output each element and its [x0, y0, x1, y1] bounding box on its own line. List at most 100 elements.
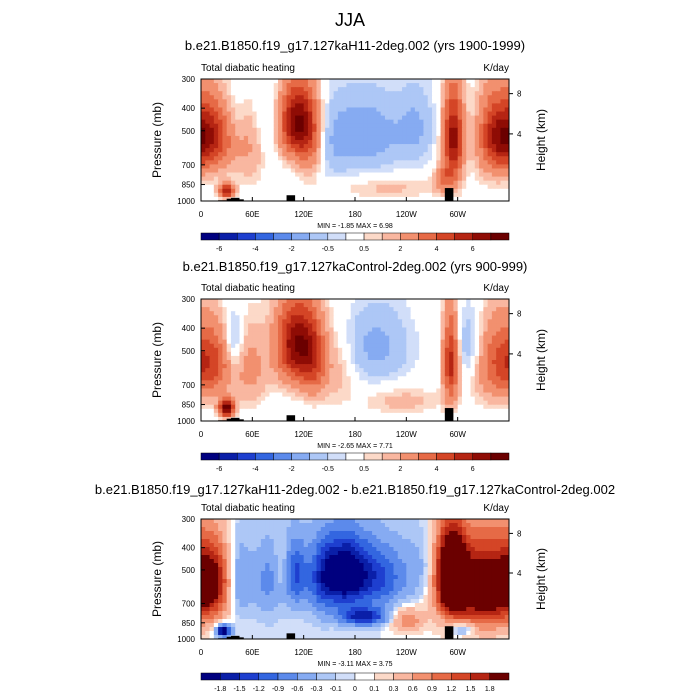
colorbar-label: -6	[216, 466, 222, 473]
x-tick-label: 180	[348, 648, 362, 657]
right-string: K/day	[483, 63, 509, 74]
colorbar-label: -0.1	[330, 686, 342, 693]
colorbar-label: -1.8	[214, 686, 226, 693]
colorbar-box	[363, 232, 383, 241]
x-tick-label: 120E	[294, 430, 313, 439]
colorbar: -6 -4 -2 -0.5 0.5 2 4 6	[200, 452, 510, 473]
colorbar-box	[454, 452, 474, 461]
y-tick-label: 1000	[177, 197, 195, 206]
colorbar-label: 0.5	[359, 246, 369, 253]
colorbar-box	[255, 232, 274, 241]
x-tick-label: 0	[199, 210, 204, 219]
colorbar-box	[297, 672, 317, 681]
colorbar-box	[236, 452, 256, 461]
colorbar-box	[436, 452, 455, 461]
figure-title: JJA	[334, 10, 365, 30]
colorbar-box	[418, 452, 437, 461]
y-axis-label: Pressure (mb)	[150, 322, 164, 398]
colorbar-box	[451, 672, 471, 681]
colorbar-box	[200, 452, 220, 461]
colorbar-box	[345, 452, 365, 461]
colorbar-box	[309, 452, 329, 461]
y2-tick-label: 8	[517, 529, 522, 538]
y2-tick-label: 8	[517, 90, 522, 99]
colorbar-box	[363, 452, 383, 461]
colorbar-box	[436, 232, 455, 241]
colorbar-label: 2	[398, 246, 402, 253]
y-tick-label: 500	[182, 347, 196, 356]
colorbar-label: 4	[435, 466, 439, 473]
y-axis-label: Pressure (mb)	[150, 102, 164, 178]
panel-title: b.e21.B1850.f19_g17.127kaControl-2deg.00…	[183, 259, 528, 274]
y2-tick-label: 4	[517, 130, 522, 139]
colorbar-box	[291, 452, 310, 461]
colorbar-box	[454, 232, 474, 241]
x-tick-label: 60W	[449, 210, 466, 219]
terrain-mask	[235, 419, 244, 421]
colorbar-label: -0.9	[272, 686, 284, 693]
x-tick-label: 180	[348, 210, 362, 219]
y-tick-label: 850	[182, 181, 196, 190]
panel-1: b.e21.B1850.f19_g17.127kaH11-2deg.002 (y…	[150, 38, 548, 253]
right-string: K/day	[483, 503, 509, 514]
left-string: Total diabatic heating	[201, 503, 295, 514]
colorbar-box	[258, 672, 279, 681]
y-tick-label: 300	[182, 515, 196, 524]
x-tick-label: 120E	[294, 648, 313, 657]
colorbar-label: -4	[252, 246, 258, 253]
y-tick-label: 400	[182, 324, 196, 333]
x-tick-label: 120W	[396, 430, 417, 439]
panel-title: b.e21.B1850.f19_g17.127kaH11-2deg.002 (y…	[185, 38, 525, 53]
y2-tick-label: 4	[517, 350, 522, 359]
terrain-mask	[286, 195, 296, 201]
colorbar-box	[418, 232, 437, 241]
y2-axis-label: Height (km)	[534, 548, 548, 610]
colorbar-label: 0.9	[427, 686, 437, 693]
x-tick-label: 60E	[245, 210, 259, 219]
y2-tick-label: 8	[517, 310, 522, 319]
colorbar-box	[335, 672, 356, 681]
terrain-mask	[444, 188, 454, 201]
colorbar-box	[354, 672, 375, 681]
y-tick-label: 850	[182, 619, 196, 628]
colorbar-label: 0.1	[369, 686, 379, 693]
y-axis-label: Pressure (mb)	[150, 541, 164, 617]
x-tick-label: 60W	[449, 648, 466, 657]
colorbar-box	[470, 672, 490, 681]
y-tick-label: 850	[182, 401, 196, 410]
min-max-label: MIN = -1.85 MAX = 6.98	[317, 223, 393, 230]
colorbar-label: 0.5	[359, 466, 369, 473]
colorbar-label: -6	[216, 246, 222, 253]
colorbar-box	[489, 672, 510, 681]
colorbar-box	[236, 232, 256, 241]
colorbar-label: 6	[471, 246, 475, 253]
colorbar-box	[273, 232, 292, 241]
y-tick-label: 400	[182, 104, 196, 113]
min-max-label: MIN = -3.11 MAX = 3.75	[318, 661, 393, 668]
colorbar-label: 1.5	[466, 686, 476, 693]
x-tick-label: 0	[199, 648, 204, 657]
colorbar-label: -1.5	[233, 686, 245, 693]
y-tick-label: 1000	[177, 417, 195, 426]
colorbar-label: 2	[398, 466, 402, 473]
y2-axis-label: Height (km)	[534, 329, 548, 391]
colorbar-box	[327, 232, 347, 241]
left-string: Total diabatic heating	[201, 283, 295, 294]
colorbar-box	[239, 672, 259, 681]
colorbar-box	[381, 232, 401, 241]
colorbar-box	[220, 672, 240, 681]
y-tick-label: 400	[182, 544, 196, 553]
panel-3: b.e21.B1850.f19_g17.127kaH11-2deg.002 - …	[95, 482, 615, 693]
colorbar-box	[291, 232, 310, 241]
x-tick-label: 120W	[396, 210, 417, 219]
colorbar-label: 0.6	[408, 686, 418, 693]
right-string: K/day	[483, 283, 509, 294]
colorbar: -6 -4 -2 -0.5 0.5 2 4 6	[200, 232, 510, 253]
contour-field	[201, 299, 509, 421]
colorbar-label: 0.3	[389, 686, 399, 693]
colorbar-box	[309, 232, 329, 241]
y-tick-label: 700	[182, 161, 196, 170]
panel-title: b.e21.B1850.f19_g17.127kaH11-2deg.002 - …	[95, 482, 615, 497]
colorbar-label: -1.2	[253, 686, 265, 693]
y-tick-label: 700	[182, 381, 196, 390]
